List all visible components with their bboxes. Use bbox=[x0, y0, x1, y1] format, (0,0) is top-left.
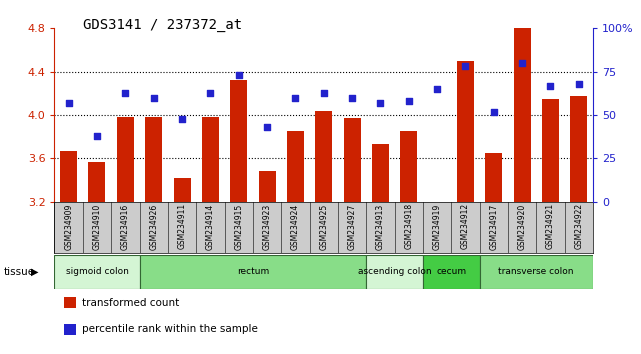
Bar bbox=[366, 255, 423, 289]
Bar bbox=[60, 151, 77, 202]
Point bbox=[121, 90, 131, 95]
Point bbox=[319, 90, 329, 95]
Point bbox=[488, 109, 499, 114]
Text: GSM234916: GSM234916 bbox=[121, 203, 130, 250]
Bar bbox=[258, 171, 276, 202]
Bar bbox=[372, 144, 389, 202]
Bar bbox=[542, 99, 559, 202]
Text: GSM234927: GSM234927 bbox=[347, 203, 356, 250]
Point bbox=[63, 100, 74, 106]
Point bbox=[177, 116, 187, 121]
Bar bbox=[315, 111, 332, 202]
Text: GSM234918: GSM234918 bbox=[404, 203, 413, 250]
Bar bbox=[344, 118, 360, 202]
Text: GSM234926: GSM234926 bbox=[149, 203, 158, 250]
Bar bbox=[230, 80, 247, 202]
Bar bbox=[513, 28, 531, 202]
Point bbox=[290, 95, 301, 101]
Text: GSM234925: GSM234925 bbox=[319, 203, 328, 250]
Bar bbox=[423, 255, 479, 289]
Text: GSM234919: GSM234919 bbox=[433, 203, 442, 250]
Point bbox=[545, 83, 556, 88]
Text: GSM234909: GSM234909 bbox=[64, 203, 73, 250]
Text: ascending colon: ascending colon bbox=[358, 267, 431, 276]
Text: GSM234910: GSM234910 bbox=[92, 203, 101, 250]
Bar bbox=[570, 96, 587, 202]
Text: transformed count: transformed count bbox=[82, 298, 179, 308]
Text: cecum: cecum bbox=[436, 267, 466, 276]
Bar bbox=[479, 255, 593, 289]
Bar bbox=[145, 117, 162, 202]
Text: GSM234920: GSM234920 bbox=[517, 203, 526, 250]
Point bbox=[432, 86, 442, 92]
Point bbox=[92, 133, 102, 139]
Bar bbox=[287, 131, 304, 202]
Bar bbox=[54, 255, 140, 289]
Bar bbox=[117, 117, 134, 202]
Text: GSM234921: GSM234921 bbox=[546, 203, 555, 250]
Text: GSM234922: GSM234922 bbox=[574, 203, 583, 250]
Text: GSM234913: GSM234913 bbox=[376, 203, 385, 250]
Bar bbox=[174, 178, 190, 202]
Bar bbox=[485, 153, 503, 202]
Text: GSM234917: GSM234917 bbox=[489, 203, 498, 250]
Text: GSM234923: GSM234923 bbox=[263, 203, 272, 250]
Point bbox=[404, 98, 414, 104]
Text: GSM234924: GSM234924 bbox=[291, 203, 300, 250]
Text: ▶: ▶ bbox=[31, 267, 38, 277]
Point bbox=[347, 95, 357, 101]
Point bbox=[574, 81, 584, 87]
Bar bbox=[457, 61, 474, 202]
Text: GSM234911: GSM234911 bbox=[178, 203, 187, 250]
Point bbox=[149, 95, 159, 101]
Point bbox=[460, 64, 470, 69]
Point bbox=[375, 100, 385, 106]
Bar bbox=[400, 131, 417, 202]
Text: GDS3141 / 237372_at: GDS3141 / 237372_at bbox=[83, 18, 242, 32]
Text: GSM234912: GSM234912 bbox=[461, 203, 470, 250]
Bar bbox=[202, 117, 219, 202]
Bar bbox=[140, 255, 366, 289]
Text: sigmoid colon: sigmoid colon bbox=[65, 267, 128, 276]
Bar bbox=[88, 162, 106, 202]
Text: GSM234914: GSM234914 bbox=[206, 203, 215, 250]
Point bbox=[262, 124, 272, 130]
Text: tissue: tissue bbox=[3, 267, 35, 277]
Text: percentile rank within the sample: percentile rank within the sample bbox=[82, 324, 258, 334]
Point bbox=[517, 60, 527, 66]
Text: GSM234915: GSM234915 bbox=[234, 203, 243, 250]
Text: rectum: rectum bbox=[237, 267, 269, 276]
Point bbox=[205, 90, 215, 95]
Text: transverse colon: transverse colon bbox=[499, 267, 574, 276]
Point bbox=[233, 72, 244, 78]
